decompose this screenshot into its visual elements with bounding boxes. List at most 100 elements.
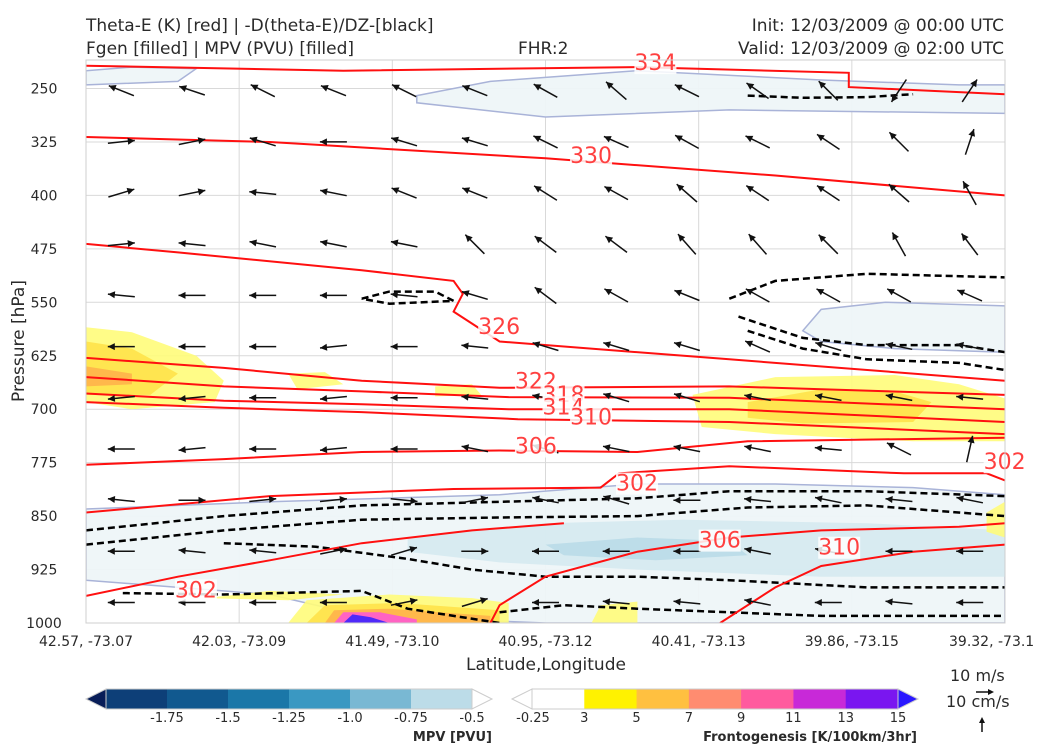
wind-vector-r4-c7 (604, 288, 629, 303)
ddz-contour-4 (747, 329, 1005, 372)
theta-e-contour-330-1 (86, 136, 1005, 197)
wind-vector-head (107, 496, 116, 503)
y-tick-250: 250 (31, 82, 58, 98)
wind-vector-head (961, 233, 969, 242)
wind-vector-head (465, 234, 473, 243)
wind-vector-head (480, 597, 488, 604)
wind-vector-head (108, 85, 117, 92)
wind-vector-head (107, 291, 116, 299)
wind-vector-r5-c3 (319, 343, 347, 351)
wind-vector-r1-c5 (461, 136, 488, 147)
wind-vector-head (249, 599, 257, 606)
wind-vectors (107, 79, 984, 608)
wind-vector-head (674, 289, 683, 297)
wind-vector-head (409, 546, 417, 553)
wind-vector-head (815, 495, 823, 503)
wind-vector-r5-c4 (390, 343, 418, 351)
wind-vector-head (249, 445, 257, 453)
x-tick-0: 42.57, -73.07 (39, 634, 133, 650)
mpv-colorbar-title: MPV [PVU] (413, 730, 492, 745)
wind-vector-head (603, 341, 611, 349)
wind-vector-r7-c11 (886, 442, 912, 456)
wind-vector-head (673, 496, 681, 504)
wind-vector-head (744, 546, 752, 554)
y-tick-325: 325 (31, 135, 58, 151)
wind-vector-r8-c7 (603, 494, 630, 505)
wind-vector-head (888, 184, 897, 192)
wind-vector-r8-c3 (319, 496, 347, 503)
wind-vector-head (320, 446, 328, 454)
wind-vector-head (390, 343, 398, 351)
frontogenesis-colorbar: 3 5 7 9 11 13 15 (510, 688, 920, 726)
wind-vector-head (107, 547, 115, 555)
wind-vector-r7-c1 (178, 446, 206, 454)
theta-e-label-310-10: 310 (818, 536, 860, 561)
wind-vector-head (390, 445, 398, 453)
wind-vector-r4-c8 (674, 289, 700, 302)
x-axis-ticks: 42.57, -73.07 42.03, -73.09 41.49, -73.10 4… (39, 634, 1034, 650)
theta-e-label-bg-1 (570, 144, 613, 167)
wind-vector-head (746, 185, 755, 193)
wind-vector-head (534, 287, 543, 295)
mpv-region-2 (801, 301, 1005, 353)
wind-vector-head (956, 341, 964, 349)
wind-vector-head (956, 599, 964, 606)
colorbar-1-swatch-6 (845, 689, 899, 709)
wind-vector-head (744, 393, 752, 400)
wind-vector-head (534, 185, 542, 193)
fgen-region-6 (435, 384, 482, 397)
theta-e-contours (86, 64, 1005, 623)
ddz-contour-1 (361, 290, 459, 305)
wind-vector-r7-c3 (319, 446, 347, 454)
wind-vector-head (178, 446, 186, 454)
wind-vector-head (390, 291, 398, 299)
wind-vector-r3-c3 (320, 239, 347, 248)
wind-vector-head (392, 84, 400, 91)
wind-vector-head (533, 135, 542, 143)
x-tick-4: 40.41, -73.13 (652, 634, 746, 650)
wind-vector-r3-c0 (107, 240, 135, 248)
colorbar-0-tick-0: -1.75 (150, 711, 184, 726)
wind-vector-head (817, 185, 825, 193)
colorbar-1-tick-5: 13 (837, 711, 854, 726)
wind-vector-head (606, 81, 614, 90)
wind-vector-r4-c2 (249, 291, 277, 299)
wind-vector-head (748, 234, 756, 242)
wind-vector-r3-c8 (677, 233, 697, 255)
wind-vector-head (604, 186, 613, 193)
wind-vector-head (814, 599, 822, 606)
wind-vector-head (390, 239, 399, 247)
wind-vector-head (461, 393, 469, 401)
wind-vector-r6-c11 (885, 393, 913, 402)
wind-vector-head (818, 81, 827, 89)
wind-vector-r9-c7 (602, 547, 630, 555)
wind-vector-r8-c2 (249, 496, 277, 503)
wind-vector-head (249, 188, 257, 196)
wind-vector-r3-c6 (534, 235, 557, 253)
wind-vector-r8-c9 (744, 496, 772, 503)
theta-e-label-bg-9 (698, 529, 741, 552)
wind-vector-r5-c5 (461, 342, 489, 350)
wind-vector-r9-c11 (885, 547, 913, 555)
x-tick-2: 41.49, -73.10 (345, 634, 439, 650)
wind-vector-r10-c2 (249, 599, 277, 606)
fgen-region-7 (986, 501, 1005, 538)
wind-vector-r1-c7 (603, 135, 629, 149)
wind-vector-head (744, 496, 752, 503)
wind-vector-head (603, 444, 611, 452)
wind-vector-r6-c1 (178, 395, 206, 402)
wind-vector-head (885, 598, 893, 606)
wind-vector-r0-c11 (890, 79, 908, 103)
wind-vector-r3-c9 (748, 233, 768, 255)
wind-vector-head (249, 394, 257, 402)
wind-vector-r7-c0 (107, 445, 135, 453)
wind-vector-r5-c1 (178, 343, 206, 351)
wind-vector-head (249, 239, 257, 247)
wind-vector-r1-c8 (674, 134, 700, 150)
wind-vector-r8-c0 (107, 496, 135, 503)
ddz-contour-5 (86, 489, 1005, 532)
wind-vector-head (249, 136, 258, 144)
colorbar-1-tick-1: 5 (632, 711, 640, 726)
theta-e-contour-334-0 (86, 64, 1005, 96)
wind-vector-head (891, 94, 899, 102)
